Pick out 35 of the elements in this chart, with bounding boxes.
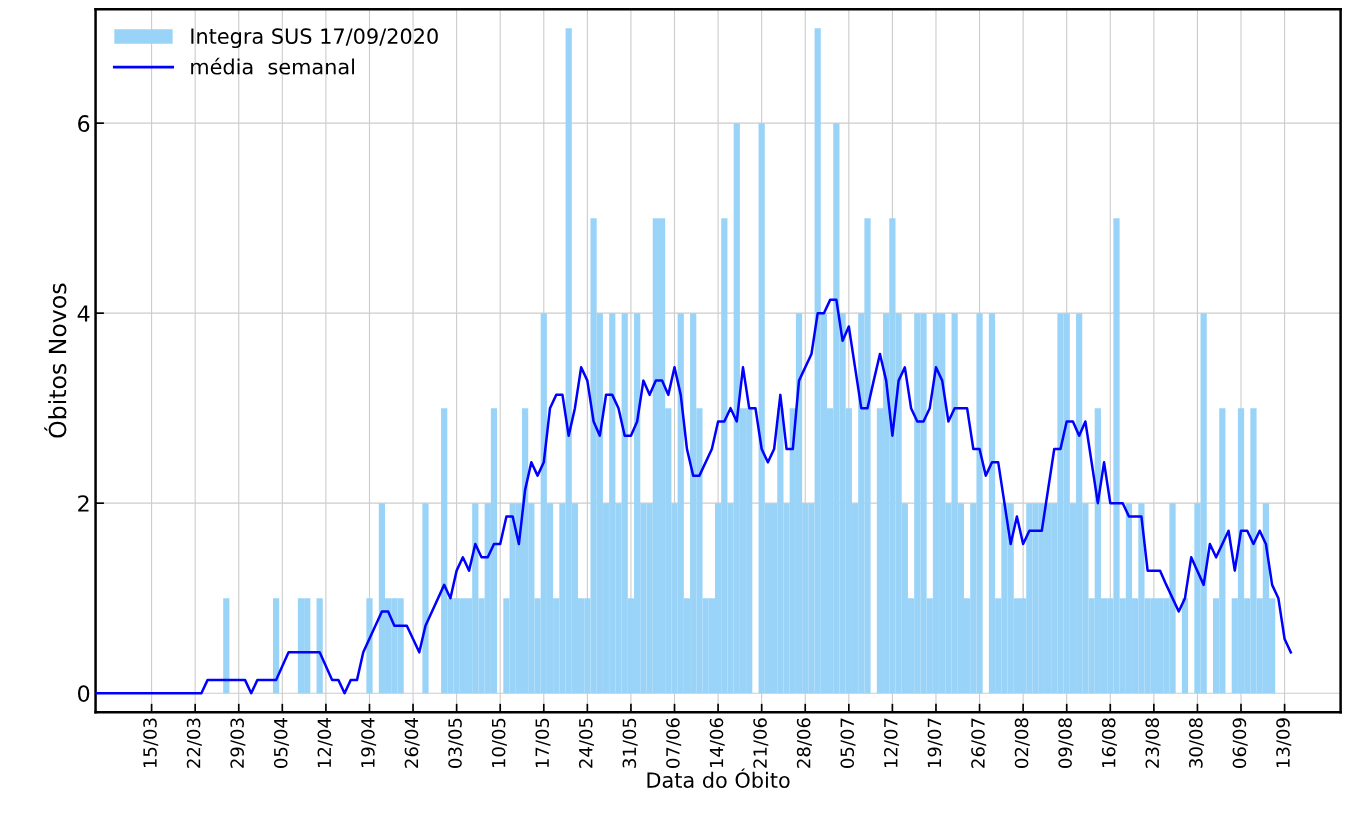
x-tick-label: 23/08: [1145, 718, 1161, 768]
x-tick-label: 12/07: [883, 718, 900, 768]
x-tick-label: 26/07: [971, 718, 987, 768]
x-tick-label: 05/04: [273, 718, 289, 768]
x-tick-label: 14/06: [709, 718, 725, 768]
x-tick-label: 10/05: [491, 718, 507, 768]
x-tick-label: 19/04: [361, 718, 377, 768]
y-tick-label: 0: [78, 685, 90, 702]
x-tick-label: 09/08: [1058, 718, 1074, 768]
x-tick-label: 19/07: [927, 718, 943, 768]
x-tick-label: 07/06: [666, 718, 682, 768]
x-tick-label: 26/04: [404, 718, 420, 768]
x-tick-label: 28/06: [796, 718, 812, 768]
x-tick-label: 21/06: [753, 718, 769, 768]
legend-label: Integra SUS 17/09/2020: [191, 28, 438, 49]
x-tick-label: 15/03: [143, 718, 159, 768]
x-axis-title: Data do Óbito: [647, 768, 790, 788]
x-tick-label: 16/08: [1101, 718, 1117, 768]
x-tick-label: 12/04: [317, 718, 333, 768]
x-tick-label: 24/05: [578, 718, 595, 768]
y-tick-label: 6: [78, 115, 90, 132]
x-tick-label: 13/09: [1276, 718, 1292, 768]
y-tick-label: 2: [78, 495, 89, 512]
x-tick-label: 31/05: [622, 718, 638, 768]
x-tick-label: 17/05: [535, 718, 551, 768]
legend-label: média semanal: [191, 57, 354, 75]
x-tick-label: 05/07: [840, 718, 856, 768]
x-tick-label: 30/08: [1189, 718, 1205, 768]
x-tick-label: 29/03: [230, 718, 246, 768]
y-tick-label: 4: [77, 305, 90, 322]
x-tick-label: 22/03: [186, 718, 202, 768]
x-tick-label: 06/09: [1232, 718, 1248, 768]
y-axis-title: Óbitos Novos: [44, 283, 67, 438]
x-tick-label: 03/05: [448, 718, 464, 768]
x-tick-label: 02/08: [1014, 718, 1030, 768]
